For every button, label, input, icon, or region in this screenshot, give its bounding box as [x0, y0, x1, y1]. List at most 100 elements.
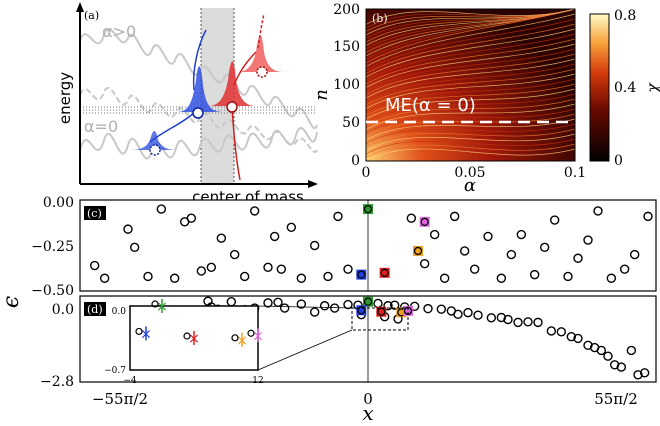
heatmap-curve — [365, 118, 576, 141]
b-ylabel: n — [311, 89, 332, 101]
data-point — [629, 249, 640, 260]
data-point — [573, 333, 583, 344]
data-point — [513, 317, 523, 328]
highlight-marker — [363, 204, 373, 215]
highlight-marker — [419, 216, 430, 227]
b-ytick-50: 50 — [342, 115, 360, 131]
data-point — [439, 273, 450, 283]
inset-ytick-07: −0.7 — [104, 366, 126, 376]
shared-xlabel: x — [362, 401, 373, 425]
inset-xtick-m4: −4 — [123, 376, 137, 386]
heatmap-curve — [365, 8, 576, 25]
highlight-marker — [363, 296, 373, 307]
data-point — [429, 229, 440, 240]
d-ytick-00: 0.0 — [52, 302, 74, 318]
data-point — [546, 326, 557, 336]
heatmap-curve — [365, 13, 576, 67]
heatmap-curve — [365, 28, 576, 78]
c-ytick-025: −0.25 — [31, 239, 74, 255]
panel-c-tag: (c) — [87, 207, 102, 220]
b-ytick-100: 100 — [333, 77, 360, 93]
highlight-marker — [356, 305, 367, 316]
data-point — [449, 211, 460, 222]
data-point — [269, 231, 280, 242]
data-point — [419, 259, 430, 269]
data-point — [639, 368, 650, 378]
heatmap-curve — [365, 123, 576, 144]
data-point — [453, 309, 463, 320]
data-point — [186, 213, 197, 223]
data-point — [483, 231, 493, 242]
panel-b: ME(α = 0) (b) 0 50 100 150 200 n 0 0.05 … — [311, 2, 660, 196]
d-ytick-28: −2.8 — [40, 374, 74, 390]
cross-marker: × — [188, 331, 200, 347]
data-point — [573, 253, 583, 263]
heatmap-curve — [365, 68, 576, 106]
data-point — [423, 303, 433, 314]
data-point — [596, 345, 607, 356]
data-point — [533, 317, 543, 328]
data-point — [496, 312, 507, 323]
cbar-tick-08: 0.8 — [614, 8, 636, 24]
data-point — [486, 313, 497, 323]
cbar-tick-0: 0 — [614, 153, 623, 169]
heatmap-curve — [365, 18, 576, 71]
data-point — [129, 242, 140, 253]
data-point — [556, 327, 567, 337]
data-point — [496, 273, 507, 283]
heatmap-curve — [365, 143, 576, 158]
b-ytick-0: 0 — [351, 153, 360, 169]
cbar-tick-04: 0.4 — [614, 80, 636, 96]
me-annotation: ME(α = 0) — [385, 95, 476, 116]
cbar-label: χ — [643, 82, 660, 94]
heatmap-curve — [365, 83, 576, 116]
heatmap-curve — [365, 53, 576, 95]
data-point — [135, 327, 143, 336]
data-point — [606, 273, 617, 283]
b-xlabel: α — [464, 175, 476, 196]
data-point — [309, 240, 320, 251]
data-point — [169, 273, 180, 283]
data-point — [99, 273, 110, 283]
cross-marker: × — [252, 328, 264, 344]
data-point — [279, 303, 290, 313]
b-xtick-005: 0.05 — [454, 165, 485, 181]
heatmap-lines — [365, 8, 576, 162]
c-ytick-000: 0.00 — [43, 195, 74, 211]
panel-a-ylabel: energy — [56, 72, 74, 124]
heatmap-curve — [365, 23, 576, 74]
data-point — [343, 264, 353, 274]
data-point — [643, 211, 653, 222]
heatmap-curve — [365, 98, 576, 127]
heatmap-curve — [365, 93, 576, 123]
data-point — [539, 242, 550, 253]
data-point — [459, 246, 470, 256]
heatmap-curve — [365, 58, 576, 99]
inset-points: ×× × × × — [135, 299, 264, 349]
data-point — [583, 235, 593, 245]
label-alpha-zero: α=0 — [84, 117, 118, 136]
data-point — [229, 249, 240, 260]
data-point — [616, 362, 627, 372]
highlight-marker — [403, 305, 413, 316]
heatmap-curve — [365, 88, 576, 120]
data-point — [206, 262, 217, 273]
data-point — [357, 270, 366, 279]
data-point — [523, 317, 533, 327]
data-point — [319, 301, 330, 311]
data-point — [247, 329, 255, 337]
inset: ×× × × × 0.0 −0.7 −4 12 — [104, 299, 264, 386]
c-ytick-050: −0.50 — [31, 283, 74, 299]
data-point — [89, 260, 100, 271]
red-wavepacket — [208, 13, 284, 181]
data-point — [151, 300, 159, 308]
heatmap-curve — [365, 48, 576, 92]
data-point — [626, 345, 637, 356]
panel-a-tag: (a) — [84, 9, 99, 22]
heatmap-curve — [365, 38, 576, 85]
heatmap-curve — [365, 63, 576, 102]
data-point — [516, 229, 527, 240]
data-point — [463, 307, 473, 318]
data-point — [196, 266, 207, 276]
